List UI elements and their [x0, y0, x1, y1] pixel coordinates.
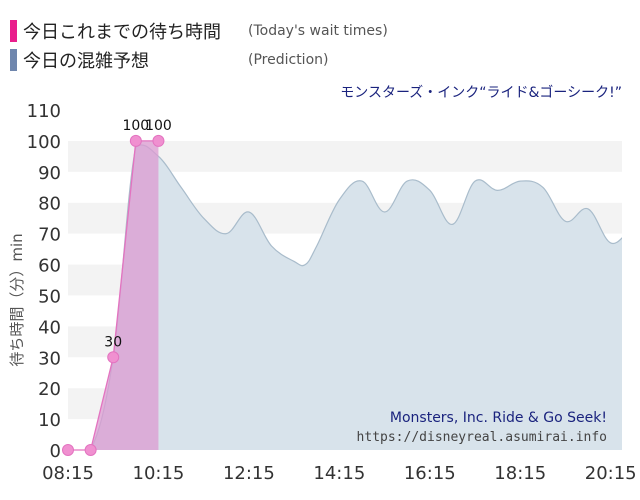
y-tick-label: 80: [38, 194, 61, 215]
data-label: 30: [104, 334, 122, 350]
x-tick-label: 18:15: [494, 463, 546, 484]
legend-label-prediction: 今日の混雑予想: [23, 51, 149, 72]
y-tick-label: 100: [27, 132, 61, 153]
actual-point: [107, 351, 120, 364]
legend-item-prediction: 今日の混雑予想 (Prediction): [10, 47, 328, 73]
x-tick-label: 14:15: [313, 463, 365, 484]
actual-point: [84, 444, 97, 456]
legend-sub-actual: (Today's wait times): [248, 23, 388, 39]
y-tick-label: 60: [38, 256, 61, 277]
y-tick-label: 70: [38, 225, 61, 246]
watermark-url: https://disneyreal.asumirai.info: [357, 430, 607, 445]
data-label: 100: [122, 118, 149, 134]
actual-point: [62, 444, 74, 456]
x-tick-label: 10:15: [133, 463, 185, 484]
legend-label-actual: 今日これまでの待ち時間: [23, 22, 221, 43]
attraction-name: モンスターズ・インク“ライド&ゴーシーク!”: [340, 85, 622, 101]
actual-point: [152, 134, 165, 147]
y-tick-label: 110: [27, 101, 61, 122]
watermark-title: Monsters, Inc. Ride & Go Seek!: [390, 410, 607, 426]
y-tick-label: 20: [38, 379, 61, 400]
x-tick-label: 16:15: [404, 463, 456, 484]
y-tick-label: 40: [38, 317, 61, 338]
y-tick-label: 10: [38, 410, 61, 431]
y-tick-label: 30: [38, 348, 61, 369]
legend-sub-prediction: (Prediction): [248, 52, 329, 68]
x-axis-ticks: 08:15 10:15 12:15 14:15 16:15 18:15 20:15: [42, 463, 637, 484]
y-tick-label: 90: [38, 163, 61, 184]
x-tick-label: 08:15: [42, 463, 94, 484]
y-axis-ticks: 0 10 20 30 40 50 60 70 80 90 100 110: [27, 101, 61, 462]
x-tick-label: 20:15: [585, 463, 637, 484]
actual-point: [129, 134, 142, 147]
y-axis-label: 待ち時間（分）min: [8, 233, 26, 366]
actual-area: [68, 140, 159, 450]
y-tick-label: 50: [38, 286, 61, 307]
legend-swatch-actual: [10, 20, 17, 42]
legend-swatch-prediction: [10, 49, 17, 71]
legend-item-actual: 今日これまでの待ち時間 (Today's wait times): [10, 18, 388, 44]
x-tick-label: 12:15: [223, 463, 275, 484]
data-label: 100: [145, 118, 172, 134]
y-tick-label: 0: [50, 441, 61, 462]
